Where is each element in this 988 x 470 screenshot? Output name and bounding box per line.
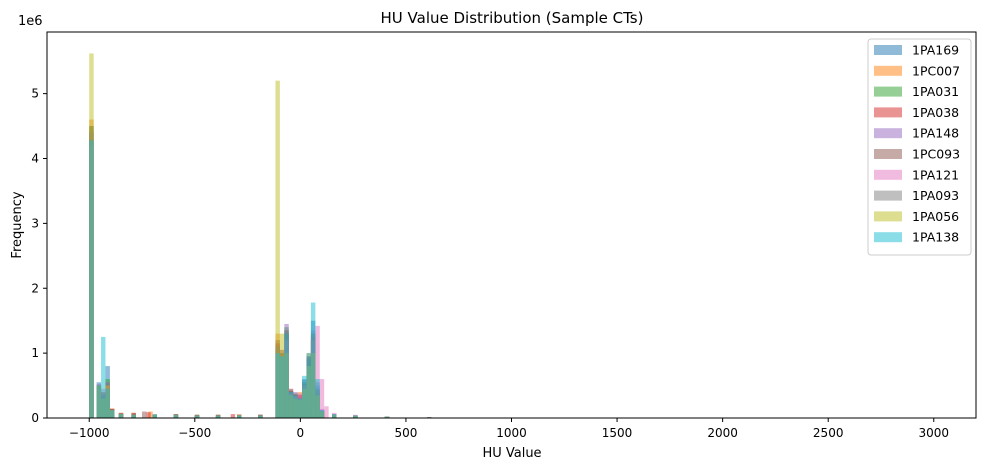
legend-label: 1PA148: [912, 126, 959, 141]
x-tick-label: 500: [394, 426, 417, 440]
histogram-bar: [332, 414, 337, 418]
legend-swatch: [874, 86, 902, 97]
histogram-bar: [306, 353, 311, 418]
legend-swatch: [874, 128, 902, 139]
histogram-bar: [146, 412, 151, 418]
histogram-bar: [279, 356, 285, 418]
histogram-bar: [315, 325, 320, 418]
legend-swatch: [874, 45, 902, 55]
legend-label: 1PC007: [912, 63, 960, 78]
legend-swatch: [874, 65, 902, 76]
legend-swatch: [874, 107, 902, 118]
legend-swatch: [874, 149, 902, 159]
histogram-bars: [89, 53, 485, 419]
histogram-bar: [118, 414, 124, 418]
y-tick-label: 1: [31, 346, 39, 360]
histogram-bar: [109, 410, 115, 418]
legend-swatch: [874, 211, 902, 222]
histogram-bar: [297, 398, 303, 418]
x-axis-ticks: −1000 −500 0 500 1000 1500 2000 2500 3000: [69, 418, 949, 440]
legend-label: 1PA121: [912, 167, 959, 182]
y-tick-label: 0: [31, 411, 39, 425]
histogram-bar: [353, 415, 358, 418]
histogram-bar: [131, 414, 136, 418]
plot-frame: [46, 31, 977, 419]
x-tick-label: 3000: [918, 426, 949, 440]
legend-label: 1PA031: [912, 84, 959, 99]
x-tick-label: 2500: [813, 426, 844, 440]
histogram-bar: [105, 388, 110, 418]
legend-swatch: [874, 190, 902, 201]
histogram-bar: [293, 395, 298, 418]
x-axis-label: HU Value: [482, 446, 541, 461]
histogram-bar: [275, 80, 280, 418]
histogram-bar: [310, 302, 316, 418]
histogram-bar: [288, 392, 294, 418]
x-tick-label: −1000: [69, 426, 110, 440]
histogram-bar: [237, 415, 242, 418]
x-tick-label: 1500: [602, 426, 633, 440]
histogram-bar: [215, 415, 221, 418]
y-axis-label: Frequency: [10, 191, 25, 258]
y-axis-multiplier: 1e6: [18, 14, 43, 29]
x-tick-label: 1000: [496, 426, 527, 440]
y-tick-label: 4: [31, 152, 39, 166]
legend-swatch: [874, 169, 902, 180]
histogram-bar: [101, 336, 106, 418]
y-tick-label: 2: [31, 281, 39, 295]
y-tick-label: 3: [31, 216, 39, 230]
histogram-bar: [315, 379, 320, 418]
legend-label: 1PA138: [912, 230, 959, 245]
histogram-bar: [173, 414, 179, 418]
x-tick-label: 0: [297, 426, 305, 440]
histogram-bar: [89, 140, 94, 418]
histogram-bar: [230, 414, 236, 418]
histogram-bar: [258, 415, 263, 418]
histogram-bar: [319, 379, 325, 418]
legend-label: 1PA093: [912, 188, 959, 203]
legend-label: 1PA169: [912, 43, 959, 58]
y-axis-ticks: 0 1 2 3 4 5: [31, 87, 47, 425]
histogram-bar: [319, 410, 325, 418]
histogram-bar: [302, 375, 307, 418]
legend-swatch: [874, 232, 902, 243]
histogram-bar: [152, 414, 157, 418]
x-tick-label: −500: [178, 426, 211, 440]
x-tick-label: 2000: [707, 426, 738, 440]
legend-label: 1PA056: [912, 209, 959, 224]
histogram-bar: [384, 416, 390, 418]
histogram-bar: [96, 385, 102, 418]
y-tick-label: 5: [31, 87, 39, 101]
chart-title: HU Value Distribution (Sample CTs): [381, 9, 644, 27]
histogram-bar: [275, 353, 280, 418]
histogram-bar: [142, 411, 147, 418]
legend-label: 1PC093: [912, 147, 960, 162]
histogram-bar: [284, 333, 289, 418]
legend: 1PA169 1PC007 1PA031 1PA038 1PA148 1PC093 1PA1…: [867, 38, 972, 256]
histogram-bar: [324, 406, 329, 418]
histogram-bar: [194, 415, 200, 418]
legend-label: 1PA038: [912, 105, 959, 120]
